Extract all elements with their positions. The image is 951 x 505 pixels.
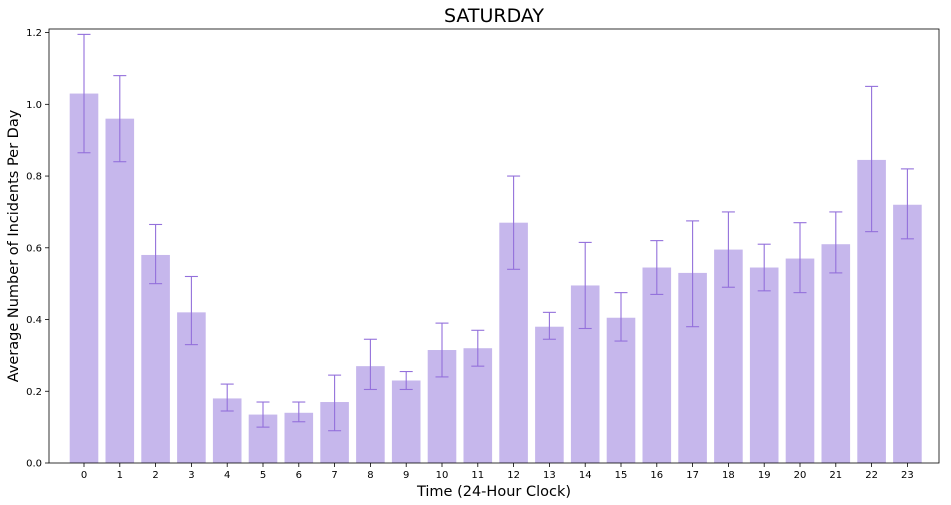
x-tick-label: 20 [794, 470, 807, 481]
error-bar-4 [220, 383, 234, 412]
error-bar-19 [757, 243, 771, 292]
error-bar-3 [184, 275, 198, 346]
y-tick-label: 0.0 [26, 459, 42, 470]
bar-19 [749, 267, 779, 463]
error-bar-22 [865, 85, 879, 233]
plot-area [69, 33, 922, 463]
error-bar-9 [399, 370, 413, 391]
y-tick-label: 1.0 [26, 100, 42, 111]
bar-13 [535, 326, 564, 463]
x-tick-label: 7 [331, 470, 337, 481]
bar-15 [606, 317, 636, 463]
error-bar-1 [113, 75, 127, 163]
x-tick-label: 6 [296, 470, 302, 481]
y-tick-label: 1.2 [26, 28, 42, 39]
error-bar-16 [650, 240, 664, 295]
bar-16 [642, 267, 672, 463]
error-bar-23 [900, 168, 914, 240]
error-bar-0 [77, 33, 91, 154]
error-bar-8 [363, 338, 377, 391]
bar-9 [391, 380, 421, 463]
x-tick-label: 19 [758, 470, 771, 481]
x-tick-label: 14 [579, 470, 592, 481]
error-bar-13 [542, 311, 556, 340]
error-bar-14 [578, 241, 592, 330]
y-tick-label: 0.8 [26, 172, 42, 183]
y-axis: 0.0 0.2 0.4 0.6 0.8 1.0 1.2 [26, 28, 49, 470]
error-bar-5 [256, 401, 270, 428]
error-bar-17 [686, 220, 700, 328]
x-tick-label: 11 [471, 470, 484, 481]
x-tick-label: 4 [224, 470, 230, 481]
y-tick-label: 0.2 [26, 387, 42, 398]
x-tick-label: 1 [117, 470, 123, 481]
error-bar-11 [471, 329, 485, 367]
bar-23 [893, 204, 922, 463]
x-tick-label: 21 [829, 470, 842, 481]
bar-2 [141, 254, 170, 463]
error-bar-21 [829, 211, 843, 274]
x-tick-label: 13 [543, 470, 556, 481]
error-bar-18 [721, 211, 735, 288]
x-tick-label: 3 [188, 470, 194, 481]
error-bar-12 [507, 175, 521, 270]
error-bar-15 [614, 292, 628, 342]
x-tick-label: 10 [436, 470, 449, 481]
error-bar-2 [149, 223, 163, 285]
x-tick-label: 8 [367, 470, 373, 481]
plot-frame [48, 28, 940, 464]
error-bar-20 [793, 222, 807, 294]
x-tick-label: 16 [650, 470, 663, 481]
y-axis-label: Average Number of Incidents Per Day [6, 109, 22, 382]
y-tick-label: 0.4 [26, 315, 42, 326]
bar-0 [69, 93, 99, 463]
x-tick-label: 0 [81, 470, 87, 481]
x-tick-label: 22 [865, 470, 878, 481]
bar-11 [463, 348, 493, 463]
x-tick-label: 5 [260, 470, 266, 481]
error-bar-10 [435, 322, 449, 378]
x-tick-label: 9 [403, 470, 409, 481]
x-tick-label: 18 [722, 470, 735, 481]
x-tick-label: 17 [686, 470, 699, 481]
x-tick-label: 23 [901, 470, 914, 481]
bar-21 [821, 244, 851, 463]
x-axis: 0 1 2 3 4 5 6 7 8 9 10 11 12 13 14 15 16 17 18 19 20 21 22 23 [81, 463, 914, 481]
chart-title: SATURDAY [444, 5, 544, 27]
x-tick-label: 12 [507, 470, 520, 481]
bar-1 [105, 118, 135, 463]
x-tick-label: 15 [615, 470, 628, 481]
x-tick-label: 2 [152, 470, 158, 481]
y-tick-label: 0.6 [26, 243, 42, 254]
error-bar-7 [328, 374, 342, 432]
x-axis-label: Time (24-Hour Clock) [416, 484, 571, 500]
error-bar-6 [292, 401, 306, 423]
